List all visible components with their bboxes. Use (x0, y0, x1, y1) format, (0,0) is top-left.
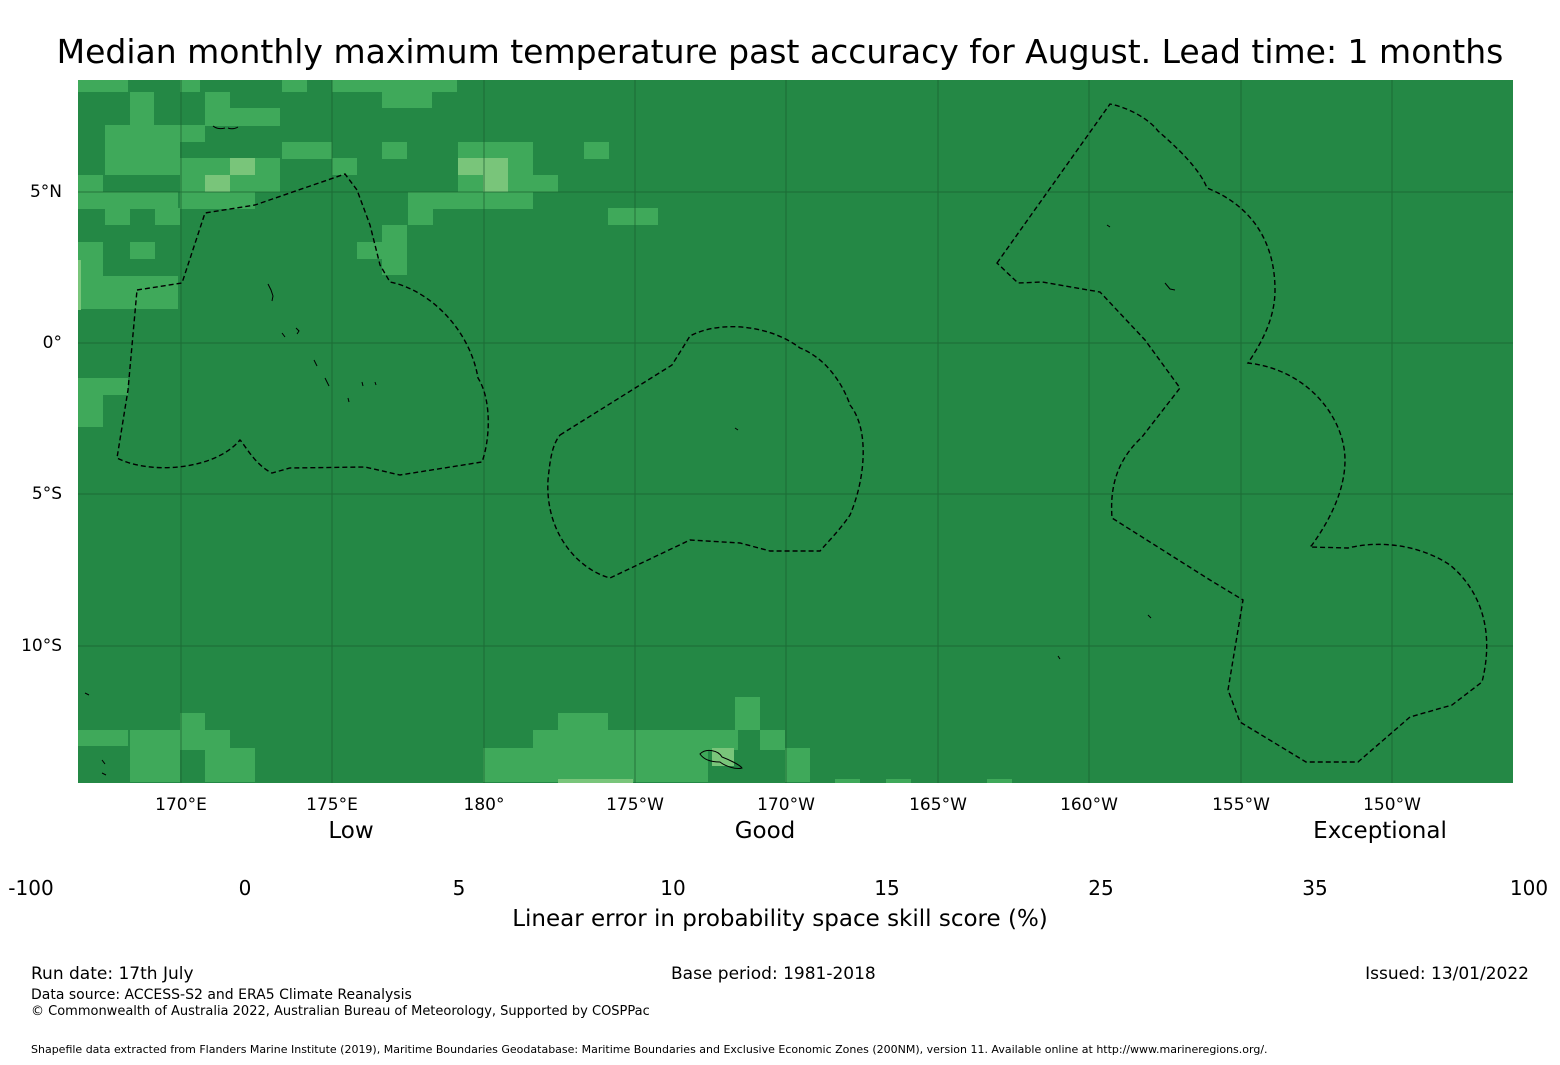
lon-label-170e: 170°E (155, 795, 207, 815)
lat-label-5s: 5°S (31, 484, 62, 504)
lon-label-155w: 155°W (1212, 795, 1270, 815)
issued-date: Issued: 13/01/2022 (1365, 964, 1529, 984)
eez-line-islands (996, 103, 1488, 763)
skill-score-map (78, 80, 1513, 783)
samoa-island (699, 749, 743, 769)
legend-category-exceptional: Exceptional (1313, 818, 1447, 844)
graticule (78, 80, 1513, 783)
lat-label-0: 0° (42, 333, 62, 353)
map-background (78, 80, 1513, 783)
legend-tick: 100 (1509, 876, 1549, 900)
legend-tick: 15 (874, 876, 900, 900)
legend-tick: 10 (660, 876, 686, 900)
lon-label-150w: 150°W (1363, 795, 1421, 815)
lon-label-165w: 165°W (909, 795, 967, 815)
lon-label-160w: 160°W (1060, 795, 1118, 815)
lon-label-180: 180° (463, 795, 505, 815)
eez-tokelau-samoa (547, 326, 864, 579)
legend-tick: -100 (8, 876, 54, 900)
lon-label-175w: 175°W (606, 795, 664, 815)
colorbar-title: Linear error in probability space skill … (512, 906, 1048, 932)
map-title: Median monthly maximum temperature past … (56, 32, 1504, 71)
legend-category-low: Low (328, 818, 374, 844)
lat-label-10s: 10°S (21, 636, 62, 656)
legend-category-good: Good (734, 818, 796, 844)
copyright: © Commonwealth of Australia 2022, Austra… (31, 1004, 650, 1019)
legend-tick: 25 (1088, 876, 1114, 900)
base-period: Base period: 1981-2018 (671, 964, 876, 984)
eez-kiribati-gilbert (116, 173, 489, 476)
islands (84, 125, 1176, 776)
eez-boundaries (116, 103, 1488, 763)
skill-patches (78, 80, 1012, 783)
lon-label-170w: 170°W (757, 795, 815, 815)
legend-tick: 35 (1302, 876, 1328, 900)
shapefile-credit: Shapefile data extracted from Flanders M… (31, 1043, 1268, 1056)
lat-label-5n: 5°N (29, 182, 62, 202)
lon-label-175e: 175°E (306, 795, 358, 815)
legend-tick: 0 (238, 876, 252, 900)
legend-tick: 5 (452, 876, 466, 900)
run-date: Run date: 17th July (31, 964, 194, 984)
data-source: Data source: ACCESS-S2 and ERA5 Climate … (31, 987, 412, 1003)
